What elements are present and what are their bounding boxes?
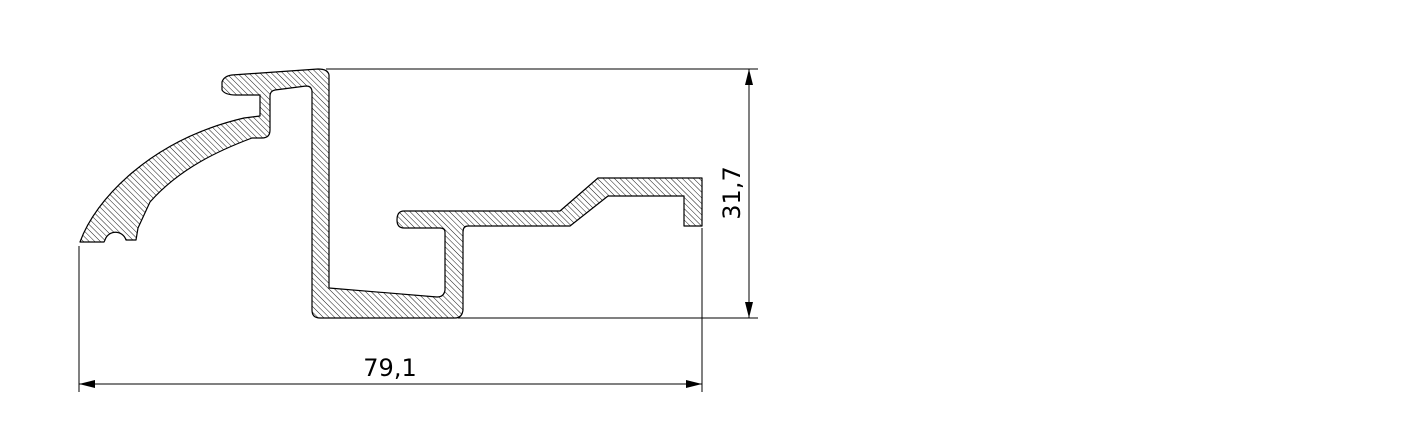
height-arrow-bottom [745, 302, 753, 318]
width-dimension-label: 79,1 [363, 354, 416, 382]
width-arrow-left [79, 380, 95, 388]
height-dimension-label: 31,7 [718, 166, 746, 219]
width-arrow-right [686, 380, 702, 388]
height-arrow-top [745, 69, 753, 85]
profile-cross-section [79, 68, 703, 319]
